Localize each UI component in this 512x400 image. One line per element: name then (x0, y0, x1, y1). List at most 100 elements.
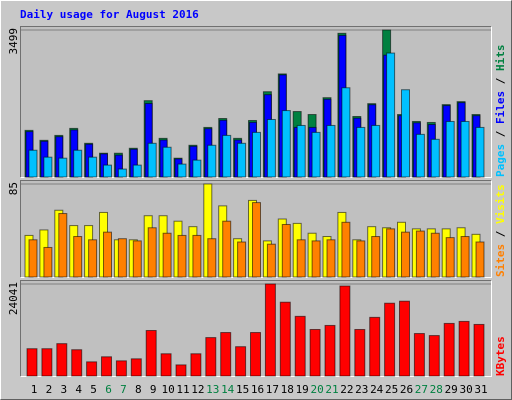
bar (132, 164, 142, 178)
bar (43, 156, 53, 178)
x-tick-label: 2 (46, 383, 53, 396)
bar (386, 228, 396, 278)
bar (413, 333, 425, 377)
bar (103, 231, 112, 278)
x-tick-label: 28 (430, 383, 443, 396)
x-tick-label: 10 (161, 383, 174, 396)
bar (175, 364, 187, 377)
bar (473, 323, 485, 377)
bar (58, 157, 68, 178)
x-tick-label: 22 (340, 383, 353, 396)
bar (132, 240, 142, 278)
bar (162, 232, 172, 278)
bar (177, 234, 187, 278)
bar (71, 349, 83, 377)
x-tick-label: 19 (296, 383, 309, 396)
bar (207, 238, 217, 278)
bar (309, 328, 321, 377)
x-tick-label: 9 (150, 383, 157, 396)
bar (443, 322, 455, 377)
bar (386, 52, 396, 178)
chart-title: Daily usage for August 2016 (20, 8, 199, 21)
x-tick-label: 31 (474, 383, 487, 396)
bar (192, 159, 202, 178)
bar (162, 146, 172, 178)
bar (384, 302, 396, 377)
bar (190, 353, 202, 377)
bar (445, 237, 455, 278)
x-tick-label: 29 (445, 383, 458, 396)
bar (88, 239, 98, 278)
bar (250, 332, 261, 377)
x-tick-label: 24 (370, 383, 384, 396)
bar (311, 131, 321, 178)
bar (296, 124, 306, 178)
bar (339, 285, 351, 377)
bar (160, 353, 172, 377)
bar (458, 320, 470, 377)
bar (41, 348, 53, 377)
bar (264, 283, 276, 377)
bar (147, 227, 157, 278)
bar (192, 234, 202, 278)
y-tick-label: 3499 (7, 28, 20, 55)
x-tick-label: 1 (31, 383, 38, 396)
x-tick-label: 27 (415, 383, 428, 396)
bar (207, 144, 217, 178)
x-tick-label: 23 (355, 383, 368, 396)
bar (252, 202, 261, 278)
x-tick-label: 4 (75, 383, 82, 396)
bar (445, 120, 455, 178)
bar (73, 236, 83, 278)
bar (28, 149, 38, 178)
x-tick-label: 30 (459, 383, 472, 396)
bar (220, 332, 232, 377)
bar (115, 360, 127, 377)
bar (279, 301, 291, 377)
bar (430, 232, 440, 278)
bar (222, 134, 232, 178)
legend-entry: Files (494, 91, 507, 124)
bar (281, 110, 291, 178)
bar (266, 118, 276, 178)
bar (356, 126, 366, 178)
bar (475, 126, 485, 178)
legend-separator: / (494, 71, 507, 91)
bar (324, 324, 336, 377)
plot-border-dark (20, 280, 492, 377)
x-tick-label: 18 (281, 383, 294, 396)
bar (235, 346, 247, 377)
bar (415, 230, 425, 278)
bar (399, 300, 410, 377)
x-tick-label: 20 (310, 383, 323, 396)
bar (88, 156, 98, 178)
bar (460, 236, 470, 278)
bar (237, 142, 247, 178)
bar (237, 241, 247, 278)
bar (415, 133, 425, 178)
x-tick-label: 16 (251, 383, 264, 396)
x-tick-label: 14 (221, 383, 235, 396)
x-tick-label: 8 (135, 383, 142, 396)
bar (28, 239, 38, 278)
x-tick-label: 21 (325, 383, 338, 396)
bar (266, 243, 276, 278)
bar (222, 220, 232, 278)
bar (371, 236, 381, 278)
bar (58, 213, 68, 278)
x-tick-label: 12 (191, 383, 204, 396)
bar (341, 221, 351, 278)
legend-entry: Visits (494, 184, 507, 224)
x-tick-label: 7 (120, 383, 127, 396)
bar (145, 330, 157, 377)
bar (86, 361, 98, 377)
x-tick-label: 15 (236, 383, 249, 396)
bar (205, 337, 217, 377)
bar (117, 168, 127, 178)
legend-separator: / (494, 124, 507, 144)
bar (326, 124, 336, 178)
bar (177, 163, 187, 178)
bar (130, 358, 142, 377)
